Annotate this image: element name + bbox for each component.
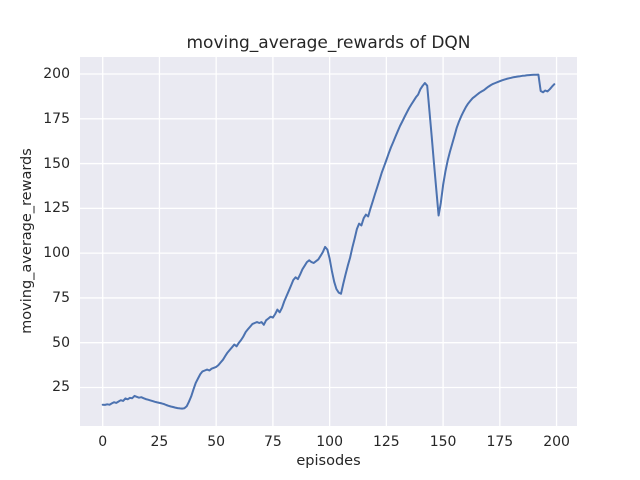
plot-area (80, 57, 577, 426)
y-tick-label: 125 (43, 200, 70, 217)
y-tick-label: 175 (43, 110, 70, 127)
y-tick-label: 75 (52, 289, 70, 306)
y-axis-label: moving_average_rewards (19, 148, 35, 334)
x-tick-label: 50 (207, 434, 226, 450)
x-tick-label: 200 (543, 434, 570, 450)
y-tick-label: 150 (43, 155, 70, 172)
y-tick-label: 25 (52, 379, 70, 396)
x-tick-label: 175 (486, 434, 514, 450)
x-tick-label: 0 (98, 434, 108, 450)
x-axis-label: episodes (296, 453, 361, 469)
y-tick-label: 50 (52, 334, 70, 351)
x-tick-label: 25 (150, 434, 169, 450)
x-tick-label: 75 (263, 434, 282, 450)
x-tick-label: 125 (372, 434, 400, 450)
series-line-dqn (101, 73, 556, 410)
y-tick-label: 100 (43, 245, 70, 262)
y-tick-label: 200 (43, 66, 70, 83)
chart-title: moving_average_rewards of DQN (186, 33, 471, 53)
x-tick-label: 150 (429, 434, 457, 450)
x-tick-label: 100 (316, 434, 343, 450)
